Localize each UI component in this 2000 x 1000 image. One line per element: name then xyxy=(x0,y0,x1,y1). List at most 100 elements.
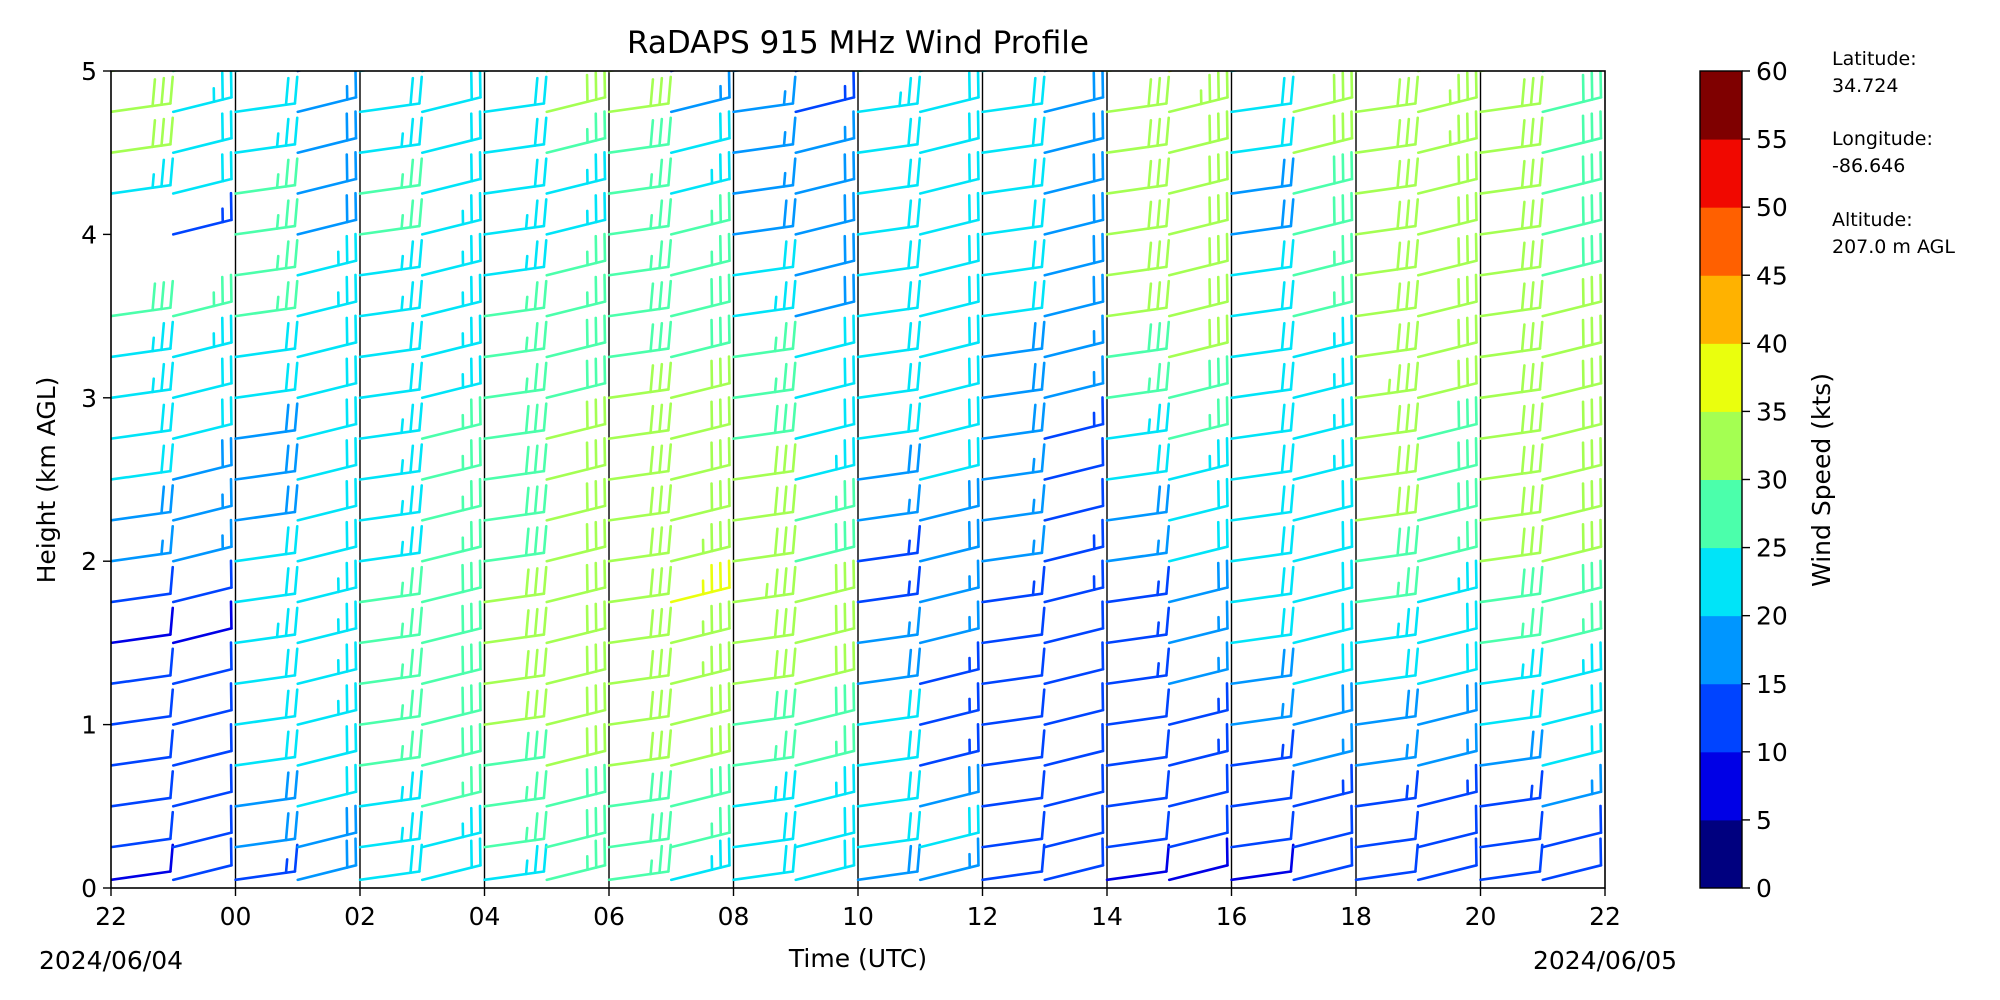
wind-barb xyxy=(607,320,673,359)
barb-flag xyxy=(773,568,779,598)
barb-half-flag xyxy=(400,254,405,271)
barb-flag xyxy=(1289,198,1295,228)
barb-flag xyxy=(1289,770,1295,800)
wind-barb xyxy=(732,647,797,686)
wind-barb xyxy=(296,273,358,318)
barb-flag xyxy=(773,609,779,639)
barb-flag xyxy=(667,688,673,718)
wind-barb xyxy=(296,396,358,440)
wind-barb xyxy=(111,361,175,400)
wind-barb xyxy=(1416,477,1478,522)
wind-barb xyxy=(794,110,856,154)
wind-barb xyxy=(1416,71,1424,73)
barb-flag xyxy=(409,485,415,515)
colorbar-tick-label: 50 xyxy=(1756,193,1788,222)
barb-flag xyxy=(293,75,299,105)
wind-barb xyxy=(1292,355,1354,400)
wind-barb xyxy=(669,804,731,849)
barb-flag xyxy=(1529,321,1535,352)
barb-flag xyxy=(667,361,673,391)
barb-flag xyxy=(1396,282,1402,312)
wind-barb xyxy=(1541,600,1603,645)
wind-barb xyxy=(1479,647,1544,686)
wind-barb xyxy=(234,198,299,236)
wind-barb xyxy=(296,837,358,882)
barb-flag xyxy=(1165,843,1171,873)
wind-barb xyxy=(545,763,607,808)
wind-barb xyxy=(1416,355,1478,400)
barb-flag xyxy=(153,39,155,66)
barb-half-flag xyxy=(907,580,911,597)
wind-barb xyxy=(420,110,482,154)
wind-barb xyxy=(111,843,175,882)
barb-half-flag xyxy=(400,213,405,230)
wind-barb xyxy=(669,559,731,604)
wind-barb xyxy=(171,837,233,882)
wind-barb xyxy=(1354,770,1420,808)
barb-flag xyxy=(1289,729,1295,759)
barb-flag xyxy=(284,444,290,474)
barb-flag xyxy=(160,403,166,433)
wind-barb xyxy=(1354,729,1420,767)
barb-half-flag xyxy=(649,254,654,271)
barb-flag xyxy=(542,647,548,677)
colorbar-segment xyxy=(1700,819,1742,889)
wind-barb xyxy=(1479,565,1544,604)
barb-half-flag xyxy=(1147,418,1152,435)
wind-barb xyxy=(1416,559,1478,604)
barb-flag xyxy=(1165,116,1171,146)
wind-barb xyxy=(981,198,1046,236)
barb-shaft xyxy=(1541,864,1603,882)
wind-barb xyxy=(1105,484,1171,522)
wind-barb xyxy=(483,729,548,767)
barb-flag xyxy=(284,403,290,433)
barb-flag xyxy=(284,812,290,842)
wind-barb xyxy=(1541,837,1603,882)
barb-half-flag xyxy=(400,132,405,149)
wind-barb xyxy=(732,770,797,808)
barb-flag xyxy=(649,364,655,394)
wind-barb xyxy=(1167,110,1229,154)
barb-flag xyxy=(293,361,299,391)
barb-flag xyxy=(1529,648,1535,678)
barb-flag xyxy=(160,444,166,474)
wind-barb xyxy=(1541,232,1603,277)
barb-half-flag xyxy=(764,582,769,599)
barb-shaft xyxy=(1292,864,1354,882)
wind-barb xyxy=(856,843,922,882)
barb-flag xyxy=(409,812,415,842)
colorbar-segment xyxy=(1700,547,1742,617)
barb-flag xyxy=(1165,647,1171,677)
barb-flag xyxy=(1165,688,1171,718)
barb-flag xyxy=(1414,198,1420,228)
wind-barb xyxy=(1167,191,1229,236)
barb-flag xyxy=(293,116,299,146)
barb-flag xyxy=(658,607,664,638)
wind-barb xyxy=(981,320,1046,359)
barb-flag xyxy=(1280,76,1286,107)
barb-flag xyxy=(1538,361,1544,391)
wind-barb xyxy=(1043,355,1105,400)
barb-flag xyxy=(418,402,424,432)
barb-half-flag xyxy=(524,336,529,353)
wind-barb xyxy=(483,524,548,563)
wind-barb xyxy=(1416,804,1478,849)
barb-flag xyxy=(1520,241,1526,271)
wind-barb xyxy=(234,239,299,277)
barb-flag xyxy=(1289,524,1295,555)
wind-barb xyxy=(607,524,673,563)
barb-flag xyxy=(1165,239,1171,269)
wind-barb xyxy=(111,524,175,563)
x-tick-label: 14 xyxy=(1091,902,1123,931)
barb-flag xyxy=(409,281,415,311)
barb-flag xyxy=(1156,158,1162,188)
wind-barb xyxy=(1416,151,1478,195)
barb-flag xyxy=(658,199,664,229)
wind-barb xyxy=(234,810,299,849)
barb-flag xyxy=(284,730,290,760)
barb-flag xyxy=(1522,39,1524,66)
longitude-label: Longitude: xyxy=(1832,128,1933,150)
wind-barb xyxy=(420,722,482,767)
wind-barb xyxy=(358,729,424,767)
wind-barb xyxy=(794,518,856,563)
